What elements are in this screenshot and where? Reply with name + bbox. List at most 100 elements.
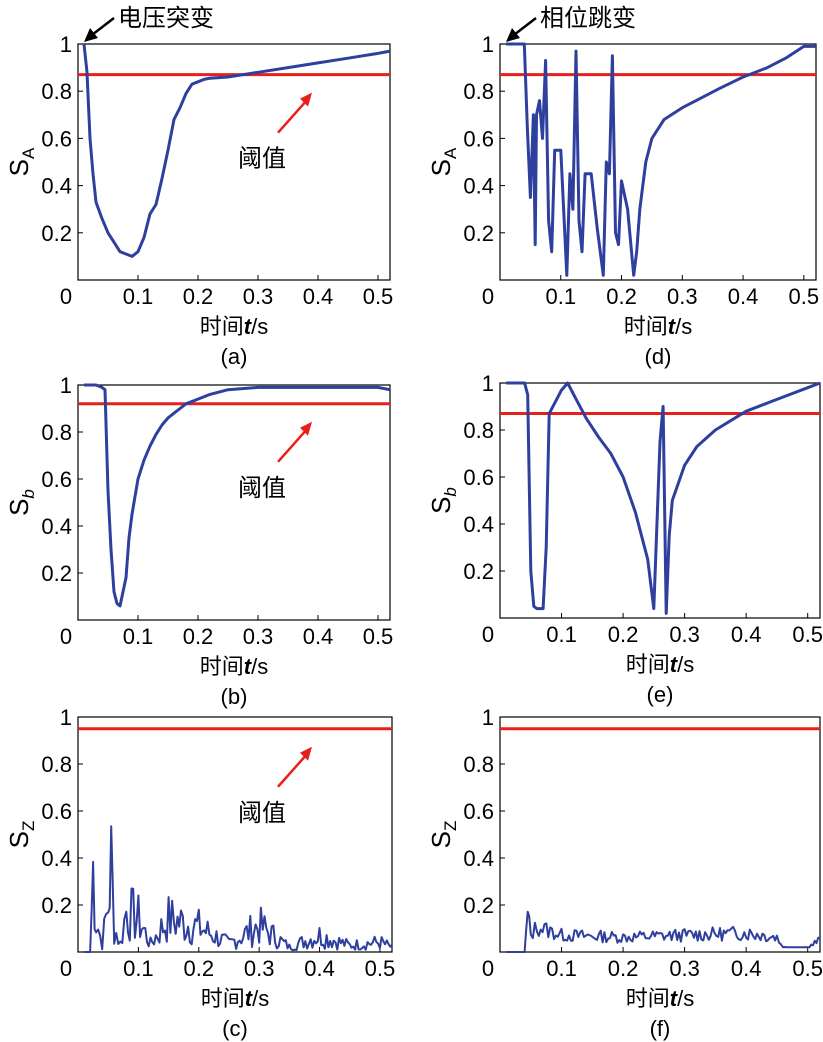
x-tick-label: 0.4: [303, 624, 334, 649]
y-axis-label-main: S: [426, 831, 456, 848]
y-tick-label: 0.6: [463, 465, 494, 490]
x-tick-label: 0: [60, 284, 72, 309]
chart-panel-d: 0 0.1 0.2 0.3 0.4 0.5 0.2 0.4 0.6 0.8 1 SA 时间t/s (d) 相…: [426, 4, 819, 369]
plot-frame: [77, 384, 391, 621]
y-axis-label-sub: Z: [441, 821, 460, 831]
x-tick-label: 0.3: [669, 956, 700, 981]
x-tick-label: 0.5: [363, 284, 394, 309]
x-tick-label: 0.2: [606, 284, 637, 309]
event-arrow-head: [506, 28, 520, 42]
series-line: [84, 383, 391, 608]
x-tick-label: 0.3: [243, 624, 274, 649]
panel-caption: (a): [221, 344, 248, 369]
plot-frame: [499, 382, 821, 619]
y-axis-label: Sb: [4, 489, 38, 516]
x-tick-label: 0.3: [243, 284, 274, 309]
x-tick-label: 0.1: [123, 956, 154, 981]
y-axis-label: SA: [4, 147, 38, 176]
x-axis-label: 时间t/s: [624, 314, 692, 340]
y-axis-label-sub: Z: [19, 821, 38, 831]
panel-caption: (e): [647, 682, 674, 707]
y-axis-label-sub: A: [441, 147, 460, 159]
y-tick-label: 0.8: [41, 79, 72, 104]
x-tick-label: 0.1: [545, 284, 576, 309]
x-tick-label: 0.3: [244, 956, 275, 981]
x-axis-label: 时间t/s: [200, 314, 268, 340]
x-tick-label: 0.4: [731, 956, 762, 981]
y-tick-label: 1: [482, 371, 494, 396]
threshold-annotation: 阈值: [238, 145, 286, 173]
y-axis-label: SA: [426, 147, 460, 176]
x-tick-label: 0: [60, 624, 72, 649]
x-tick-label: 0.2: [183, 956, 214, 981]
y-tick-label: 0.4: [463, 512, 494, 537]
chart-panel-e: 0 0.1 0.2 0.3 0.4 0.5 0.2 0.4 0.6 0.8 1 Sb 时间t/s (e): [426, 371, 823, 707]
panel-caption: (f): [650, 1016, 671, 1041]
x-tick-label: 0.1: [546, 622, 577, 647]
plot-frame: [77, 716, 393, 953]
threshold-arrow-head: [300, 421, 312, 436]
y-tick-label: 0.6: [41, 467, 72, 492]
threshold-annotation: 阈值: [238, 799, 286, 827]
x-axis-label: 时间t/s: [201, 986, 269, 1012]
x-tick-label: 0: [482, 622, 494, 647]
event-annotation: 相位跳变: [540, 4, 636, 32]
x-tick-label: 0.4: [304, 956, 335, 981]
y-tick-label: 0.6: [463, 799, 494, 824]
x-tick-label: 0.1: [123, 284, 154, 309]
y-axis-label: SZ: [4, 821, 38, 849]
x-tick-label: 0.4: [731, 622, 762, 647]
series-line: [506, 42, 816, 277]
y-tick-label: 1: [60, 705, 72, 730]
chart-panel-f: 0 0.1 0.2 0.3 0.4 0.5 0.2 0.4 0.6 0.8 1 SZ 时间t/s (f): [426, 705, 823, 1041]
y-tick-label: 0.2: [463, 893, 494, 918]
x-tick-label: 0.4: [303, 284, 334, 309]
chart-panel-a: 0 0.1 0.2 0.3 0.4 0.5 0.2 0.4 0.6 0.8 1 SA 时间t/s (a) 电…: [4, 4, 393, 369]
x-tick-label: 0: [482, 284, 494, 309]
plot-frame: [77, 43, 391, 281]
x-tick-label: 0.5: [363, 624, 394, 649]
series-line: [82, 43, 391, 258]
x-tick-label: 0.5: [792, 622, 823, 647]
y-tick-label: 0.8: [463, 752, 494, 777]
y-tick-label: 0.8: [41, 752, 72, 777]
y-tick-label: 0.4: [41, 514, 72, 539]
x-tick-label: 0.5: [365, 956, 396, 981]
y-tick-label: 1: [482, 32, 494, 57]
x-tick-label: 0: [60, 956, 72, 981]
y-tick-label: 0.2: [41, 221, 72, 246]
y-tick-label: 0.4: [41, 846, 72, 871]
threshold-annotation: 阈值: [238, 474, 286, 502]
x-tick-label: 0.2: [183, 284, 214, 309]
y-tick-label: 0.2: [41, 893, 72, 918]
y-tick-label: 0.4: [41, 174, 72, 199]
panel-caption: (c): [222, 1016, 248, 1041]
panel-caption: (b): [221, 684, 248, 709]
x-tick-label: 0.2: [608, 956, 639, 981]
x-tick-label: 0.1: [546, 956, 577, 981]
plot-frame: [499, 43, 817, 281]
threshold-arrow-head: [300, 92, 312, 107]
x-tick-label: 0.1: [123, 624, 154, 649]
x-tick-label: 0.2: [608, 622, 639, 647]
event-annotation: 电压突变: [118, 4, 214, 32]
x-axis-label: 时间t/s: [626, 986, 694, 1012]
y-tick-label: 0.2: [41, 561, 72, 586]
y-tick-label: 1: [482, 705, 494, 730]
y-axis-label-main: S: [4, 831, 34, 848]
x-tick-label: 0.5: [789, 284, 820, 309]
y-tick-label: 1: [60, 32, 72, 57]
x-tick-label: 0: [482, 956, 494, 981]
y-tick-label: 0.8: [41, 420, 72, 445]
y-tick-label: 0.6: [41, 799, 72, 824]
x-tick-label: 0.5: [792, 956, 823, 981]
x-tick-label: 0.2: [183, 624, 214, 649]
y-tick-label: 0.4: [463, 846, 494, 871]
panel-caption: (d): [645, 344, 672, 369]
y-tick-label: 0.6: [41, 126, 72, 151]
plot-frame: [499, 716, 821, 953]
y-axis-label-sub: A: [19, 147, 38, 159]
y-axis-label-sub: b: [441, 487, 460, 496]
x-axis-label: 时间t/s: [626, 652, 694, 678]
y-axis-label: Sb: [426, 487, 460, 514]
